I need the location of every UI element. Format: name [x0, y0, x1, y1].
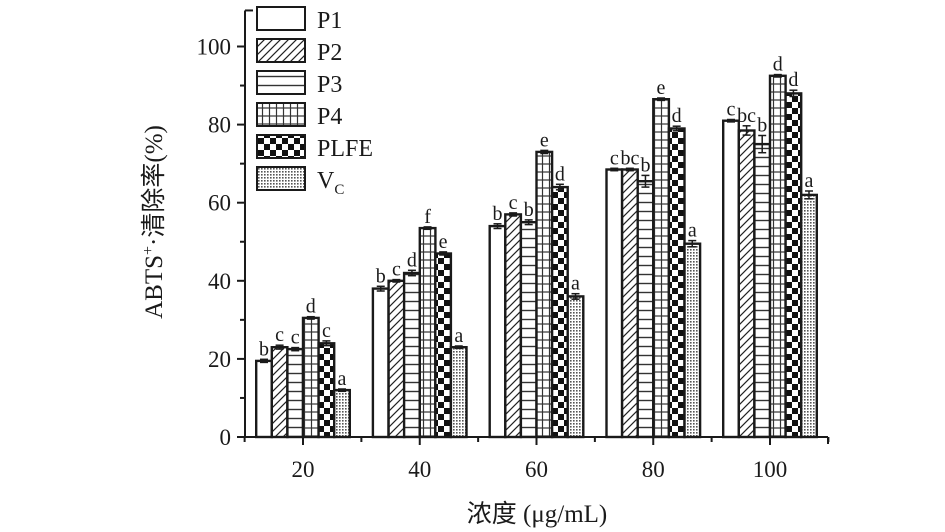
- y-tick-label-0: 0: [220, 425, 232, 450]
- significance-letter: b: [524, 199, 534, 221]
- y-tick-label-40: 40: [208, 269, 231, 294]
- bar-p3-80: [636, 179, 655, 439]
- bar-p2-60: [504, 213, 523, 439]
- bar-p1-80: [605, 168, 624, 439]
- bar-p4-20: [301, 316, 320, 439]
- significance-letter: a: [454, 325, 463, 347]
- bar-plfe-20: [317, 342, 336, 439]
- significance-letter: d: [407, 249, 417, 271]
- significance-letter: c: [291, 327, 300, 349]
- significance-letter: b: [493, 203, 503, 225]
- significance-letter: c: [509, 192, 518, 214]
- bar-p3-100: [753, 142, 772, 439]
- significance-letter: e: [657, 77, 666, 99]
- bar-p2-100: [737, 129, 756, 439]
- significance-letter: e: [540, 129, 549, 151]
- legend-label-vc: VC: [317, 168, 344, 198]
- y-tick-label-80: 80: [208, 113, 231, 138]
- legend-swatch-vc: [256, 166, 306, 191]
- bar-vc-20: [333, 388, 352, 439]
- legend-swatch-p1: [256, 6, 306, 31]
- bar-plfe-60: [550, 185, 569, 439]
- x-tick-label-40: 40: [408, 457, 431, 482]
- significance-letter: a: [571, 273, 580, 295]
- y-tick-label-20: 20: [208, 347, 231, 372]
- significance-letter: b: [757, 115, 767, 137]
- bar-p1-60: [488, 224, 507, 439]
- significance-letter: d: [672, 105, 682, 127]
- y-axis-title-rest: ·清除率(%): [140, 125, 168, 246]
- significance-letter: c: [610, 147, 619, 169]
- bar-vc-60: [566, 295, 585, 439]
- legend-swatch-plfe: [256, 134, 306, 159]
- significance-letter: b: [376, 265, 386, 287]
- significance-letter: a: [338, 368, 347, 390]
- legend-item-vc: VC: [256, 166, 344, 198]
- y-tick-label-100: 100: [197, 35, 232, 60]
- bar-p3-40: [402, 271, 421, 439]
- x-tick-label-100: 100: [753, 457, 788, 482]
- significance-letter: e: [439, 231, 448, 253]
- x-tick-label-20: 20: [292, 457, 315, 482]
- significance-letter: d: [788, 69, 798, 91]
- legend-label-p2: P2: [317, 40, 342, 66]
- legend-item-p4: P4: [256, 102, 342, 130]
- legend-swatch-p2: [256, 38, 306, 63]
- legend: P1 P2 P3 P4 PLFE VC: [256, 6, 373, 198]
- significance-letter: a: [688, 220, 697, 242]
- bar-p1-20: [255, 359, 274, 439]
- bar-p4-40: [418, 226, 437, 439]
- legend-item-p1: P1: [256, 6, 342, 34]
- y-axis-title-sup: +: [140, 246, 157, 255]
- legend-swatch-p3: [256, 70, 306, 95]
- bar-plfe-100: [784, 92, 803, 439]
- legend-label-p3: P3: [317, 72, 342, 98]
- bar-p4-100: [768, 74, 787, 439]
- x-tick-label-60: 60: [525, 457, 548, 482]
- bar-vc-40: [449, 346, 468, 439]
- significance-letter: d: [555, 163, 565, 185]
- significance-letter: d: [306, 296, 316, 318]
- axes-layer: 0 20 40 60 80 100 20 40 60 80 100: [197, 9, 830, 482]
- significance-letter: c: [727, 99, 736, 121]
- bar-p3-60: [519, 220, 538, 439]
- legend-item-plfe: PLFE: [256, 134, 373, 162]
- significance-letter: b: [259, 338, 269, 360]
- bar-vc-80: [683, 242, 702, 439]
- significance-letter: b: [641, 154, 651, 176]
- bar-p2-20: [270, 346, 289, 439]
- significance-letter: f: [424, 206, 431, 228]
- bar-p2-80: [620, 168, 639, 439]
- legend-label-p4: P4: [317, 104, 342, 130]
- significance-letter: c: [275, 324, 284, 346]
- bar-p3-20: [286, 347, 305, 439]
- bar-p4-60: [535, 150, 554, 439]
- significance-letter: c: [392, 259, 401, 281]
- bar-vc-100: [800, 193, 819, 439]
- x-axis-title: 浓度 (μg/mL): [467, 500, 607, 528]
- y-tick-label-60: 60: [208, 191, 231, 216]
- significance-letter: a: [805, 170, 814, 192]
- legend-label-p1: P1: [317, 8, 342, 34]
- bar-plfe-80: [667, 127, 686, 439]
- bar-p1-100: [722, 119, 741, 439]
- bar-plfe-40: [434, 252, 453, 439]
- legend-label-sub: C: [334, 182, 344, 198]
- y-axis-title-main: ABTS: [141, 255, 168, 319]
- bar-p1-40: [371, 287, 390, 439]
- legend-item-p2: P2: [256, 38, 342, 66]
- bar-p4-80: [652, 97, 671, 439]
- x-tick-label-80: 80: [642, 457, 665, 482]
- significance-letter: bc: [737, 105, 756, 127]
- legend-item-p3: P3: [256, 70, 342, 98]
- y-axis-title: ABTS+·清除率(%): [140, 125, 168, 319]
- legend-label-main: V: [317, 168, 335, 194]
- significance-letter: c: [322, 320, 331, 342]
- bar-p2-40: [387, 279, 406, 439]
- legend-label-plfe: PLFE: [317, 136, 373, 162]
- significance-letter: d: [773, 54, 783, 76]
- significance-letter: bc: [620, 147, 639, 169]
- legend-swatch-p4: [256, 102, 306, 127]
